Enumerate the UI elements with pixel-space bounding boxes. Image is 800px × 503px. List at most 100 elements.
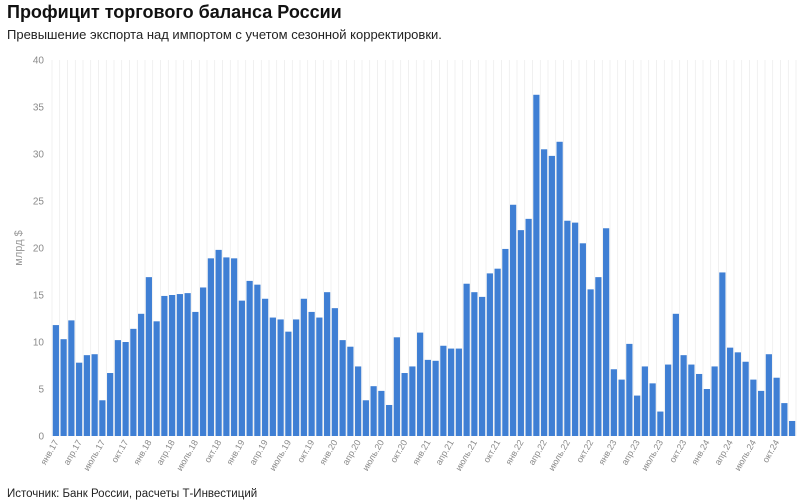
bar: июнь.21: 16.2 <box>463 283 470 436</box>
x-tick-label: июль.19 <box>267 438 293 472</box>
x-tick-label: апр.17 <box>61 438 83 467</box>
bar: ноя.21: 19.9 <box>502 248 509 436</box>
bar: июнь.23: 5.6 <box>649 383 656 436</box>
source-note: Источник: Банк России, расчеты Т-Инвести… <box>7 488 258 500</box>
bar: дек.22: 22.1 <box>603 228 610 436</box>
y-tick-label: 40 <box>33 56 45 67</box>
x-tick-label: окт.19 <box>295 438 316 464</box>
x-tick-label: янв.23 <box>596 438 618 467</box>
bar: авг.23: 7.6 <box>665 364 672 436</box>
x-tick-label: янв.20 <box>317 438 339 467</box>
bar: июль.18: 13.2 <box>192 311 199 436</box>
bar: янв.21: 8.1 <box>424 359 431 436</box>
bar: окт.17: 10 <box>122 342 129 436</box>
bar: июнь.18: 15.2 <box>184 293 191 436</box>
bar: авг.24: 4.8 <box>758 390 765 436</box>
bar: фев.24: 7.4 <box>711 366 718 436</box>
x-tick-label: июль.17 <box>81 438 107 472</box>
y-tick-label: 0 <box>38 432 44 443</box>
bar: авг.18: 15.8 <box>200 287 207 436</box>
x-tick-label: янв.18 <box>131 438 153 467</box>
bar: мар.18: 14.9 <box>161 295 168 436</box>
y-tick-label: 25 <box>33 197 45 208</box>
x-tick-label: июль.23 <box>639 438 665 472</box>
bar: июнь.20: 5.3 <box>370 386 377 436</box>
bar: апр.17: 7.8 <box>76 362 83 436</box>
bar: сен.20: 10.5 <box>393 337 400 436</box>
bar: авг.17: 6.7 <box>107 373 114 436</box>
x-tick-label: янв.22 <box>503 438 525 467</box>
bar: дек.19: 15.3 <box>324 292 331 436</box>
bar: янв.23: 7.1 <box>610 369 617 436</box>
bar: янв.20: 13.6 <box>331 308 338 436</box>
x-tick-label: апр.24 <box>712 438 734 467</box>
bar: июль.20: 4.8 <box>378 390 385 436</box>
bar: ноя.23: 7.6 <box>688 364 695 436</box>
bar-series: янв.17: 11.8фев.17: 10.3мар.17: 12.3апр.… <box>52 94 796 437</box>
grid-lines <box>51 60 797 436</box>
bar: фев.20: 10.2 <box>339 340 346 436</box>
bar: июль.19: 11.1 <box>285 331 292 436</box>
bar: май.24: 8.9 <box>734 352 741 436</box>
bar: мар.21: 9.6 <box>440 345 447 436</box>
bar: окт.20: 6.7 <box>401 373 408 436</box>
bar: мар.24: 17.4 <box>719 272 726 436</box>
x-tick-label: апр.23 <box>619 438 641 467</box>
bar: сен.21: 17.3 <box>486 273 493 436</box>
bar: сен.24: 8.7 <box>765 354 772 436</box>
bar: апр.19: 14.6 <box>262 298 269 436</box>
bar: мар.17: 12.3 <box>68 320 75 436</box>
bar: авг.20: 3.3 <box>386 404 393 436</box>
x-tick-label: янв.19 <box>224 438 246 467</box>
x-tick-label: окт.18 <box>202 438 223 464</box>
x-tick-label: окт.20 <box>388 438 409 464</box>
chart-subtitle: Превышение экспорта над импортом с учето… <box>7 27 442 42</box>
x-tick-label: янв.21 <box>410 438 432 467</box>
chart-title: Профицит торгового баланса России <box>7 2 342 22</box>
bar: май.18: 15.1 <box>176 294 183 436</box>
bar: дек.18: 18.9 <box>231 258 238 436</box>
bar: апр.24: 9.4 <box>727 347 734 436</box>
bar: июль.21: 15.3 <box>471 292 478 436</box>
bar: июль.22: 22.9 <box>564 220 571 436</box>
x-tick-label: июль.18 <box>174 438 200 472</box>
x-tick-label: окт.24 <box>760 438 781 464</box>
bar: авг.19: 12.4 <box>293 319 300 436</box>
bar: апр.20: 7.4 <box>355 366 362 436</box>
bar: мар.22: 36.3 <box>533 94 540 436</box>
bar: сен.18: 18.9 <box>207 258 214 436</box>
bar: май.17: 8.6 <box>83 355 90 436</box>
bar: ноя.24: 3.5 <box>781 403 788 436</box>
y-tick-label: 35 <box>33 103 45 114</box>
bar: фев.23: 6 <box>618 379 625 436</box>
y-axis: 0 5 10 15 20 25 30 35 40 <box>33 56 45 443</box>
bar: май.19: 12.6 <box>269 317 276 436</box>
x-tick-label: апр.21 <box>433 438 455 467</box>
bar: июль.24: 6 <box>750 379 757 436</box>
bar: дек.21: 24.6 <box>510 204 517 436</box>
bar: сен.22: 20.5 <box>579 243 586 436</box>
y-tick-label: 15 <box>33 291 45 302</box>
bar: апр.22: 30.5 <box>541 149 548 437</box>
bar: окт.21: 17.8 <box>494 268 501 436</box>
x-tick-label: окт.22 <box>574 438 595 464</box>
bar: янв.19: 14.4 <box>238 300 245 436</box>
y-tick-label: 10 <box>33 338 45 349</box>
bar: дек.24: 1.6 <box>789 420 796 436</box>
bar: окт.18: 19.8 <box>215 249 222 436</box>
bar: мар.19: 16.1 <box>254 284 261 436</box>
bar: авг.21: 14.8 <box>479 296 486 436</box>
bar: ноя.19: 12.6 <box>316 317 323 436</box>
x-tick-label: апр.22 <box>526 438 548 467</box>
bar: май.21: 9.3 <box>455 348 462 436</box>
x-tick-label: апр.20 <box>340 438 362 467</box>
bar: дек.23: 6.6 <box>696 373 703 436</box>
bar: окт.23: 8.6 <box>680 355 687 436</box>
y-tick-label: 20 <box>33 244 45 255</box>
x-tick-label: окт.23 <box>667 438 688 464</box>
x-tick-label: июль.22 <box>546 438 572 472</box>
bar: апр.21: 9.3 <box>448 348 455 436</box>
bar: июль.23: 2.6 <box>657 411 664 436</box>
bar: фев.17: 10.3 <box>60 339 67 436</box>
